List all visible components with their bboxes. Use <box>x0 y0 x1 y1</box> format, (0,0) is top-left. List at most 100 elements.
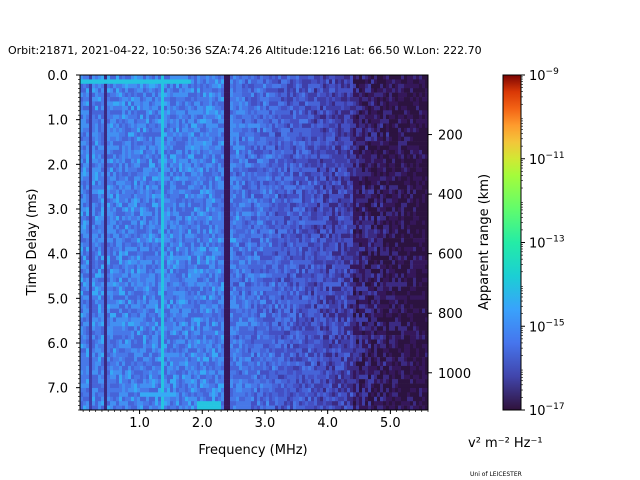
heatmap-cell <box>245 88 249 93</box>
heatmap-cell <box>185 224 189 230</box>
heatmap-cell <box>131 163 135 168</box>
heatmap-cell <box>98 251 102 257</box>
heatmap-cell <box>356 216 360 221</box>
heatmap-cell <box>329 202 333 208</box>
heatmap-cell <box>266 171 270 177</box>
heatmap-cell <box>128 83 132 89</box>
heatmap-cell <box>416 189 420 195</box>
heatmap-cell <box>362 202 366 208</box>
heatmap-cell <box>119 149 123 155</box>
heatmap-cell <box>245 180 249 186</box>
heatmap-cell <box>251 202 255 208</box>
heatmap-cell <box>200 185 204 190</box>
heatmap-cell <box>344 79 348 85</box>
heatmap-cell <box>305 127 309 133</box>
heatmap-cell <box>152 114 156 120</box>
heatmap-cell <box>380 79 384 85</box>
heatmap-cell <box>80 242 84 248</box>
heatmap-cell <box>257 136 261 142</box>
heatmap-cell <box>254 92 258 98</box>
heatmap-cell <box>95 238 99 243</box>
heatmap-cell <box>311 154 315 160</box>
heatmap-cell <box>137 132 141 138</box>
heatmap-cell <box>170 224 174 230</box>
heatmap-cell <box>194 145 198 151</box>
heatmap-cell <box>371 136 375 142</box>
heatmap-cell <box>260 211 264 217</box>
heatmap-cell <box>311 260 315 265</box>
heatmap-cell <box>116 114 120 120</box>
heatmap-cell <box>137 79 141 85</box>
heatmap-cell <box>143 83 147 89</box>
heatmap-cell <box>110 189 114 195</box>
heatmap-cell <box>356 75 360 80</box>
heatmap-cell <box>422 198 426 204</box>
heatmap-cell <box>395 216 399 221</box>
heatmap-cell <box>185 260 189 265</box>
heatmap-cell <box>299 216 303 221</box>
heatmap-cell <box>140 211 144 217</box>
heatmap-cell <box>296 97 300 102</box>
heatmap-cell <box>89 127 93 133</box>
heatmap-cell <box>281 88 285 93</box>
heatmap-cell <box>425 97 429 102</box>
heatmap-cell <box>104 101 108 107</box>
heatmap-cell <box>344 242 348 248</box>
heatmap-cell <box>101 167 105 173</box>
heatmap-cell <box>260 216 264 221</box>
heatmap-cell <box>170 216 174 221</box>
heatmap-cell <box>113 149 117 155</box>
heatmap-cell <box>86 123 90 129</box>
heatmap-cell <box>248 220 252 226</box>
heatmap-cell <box>83 101 87 107</box>
heatmap-cell <box>167 92 171 98</box>
heatmap-cell <box>236 97 240 102</box>
heatmap-cell <box>389 251 393 257</box>
heatmap-cell <box>371 242 375 248</box>
heatmap-cell <box>401 180 405 186</box>
heatmap-cell <box>149 229 153 234</box>
heatmap-cell <box>398 83 402 89</box>
heatmap-cell <box>122 260 126 265</box>
heatmap-cell <box>335 75 339 80</box>
heatmap-cell <box>401 198 405 204</box>
heatmap-cell <box>164 145 168 151</box>
heatmap-cell <box>206 145 210 151</box>
heatmap-cell <box>254 171 258 177</box>
heatmap-cell <box>191 141 195 146</box>
heatmap-cell <box>422 97 426 102</box>
heatmap-cell <box>326 88 330 93</box>
heatmap-cell <box>362 132 366 138</box>
heatmap-cell <box>398 132 402 138</box>
heatmap-cell <box>278 185 282 190</box>
heatmap-cell <box>131 105 135 111</box>
heatmap-cell <box>299 136 303 142</box>
heatmap-cell <box>251 75 255 80</box>
heatmap-cell <box>314 216 318 221</box>
heatmap-cell <box>194 229 198 234</box>
heatmap-cell <box>146 88 150 93</box>
heatmap-cell <box>389 189 393 195</box>
heatmap-cell <box>272 105 276 111</box>
heatmap-cell <box>263 92 267 98</box>
heatmap-cell <box>227 105 231 111</box>
heatmap-cell <box>395 97 399 102</box>
heatmap-cell <box>425 158 429 164</box>
heatmap-cell <box>353 255 357 261</box>
heatmap-cell <box>284 220 288 226</box>
heatmap-cell <box>224 194 228 199</box>
heatmap-cell <box>329 260 333 265</box>
heatmap-cell <box>266 207 270 212</box>
heatmap-cell <box>401 158 405 164</box>
heatmap-cell <box>311 149 315 155</box>
heatmap-cell <box>92 158 96 164</box>
heatmap-cell <box>293 202 297 208</box>
heatmap-cell <box>317 132 321 138</box>
heatmap-cell <box>80 105 84 111</box>
heatmap-cell <box>401 246 405 252</box>
heatmap-cell <box>329 229 333 234</box>
heatmap-cell <box>146 101 150 107</box>
heatmap-cell <box>173 132 177 138</box>
heatmap-cell <box>422 158 426 164</box>
heatmap-cell <box>194 224 198 230</box>
